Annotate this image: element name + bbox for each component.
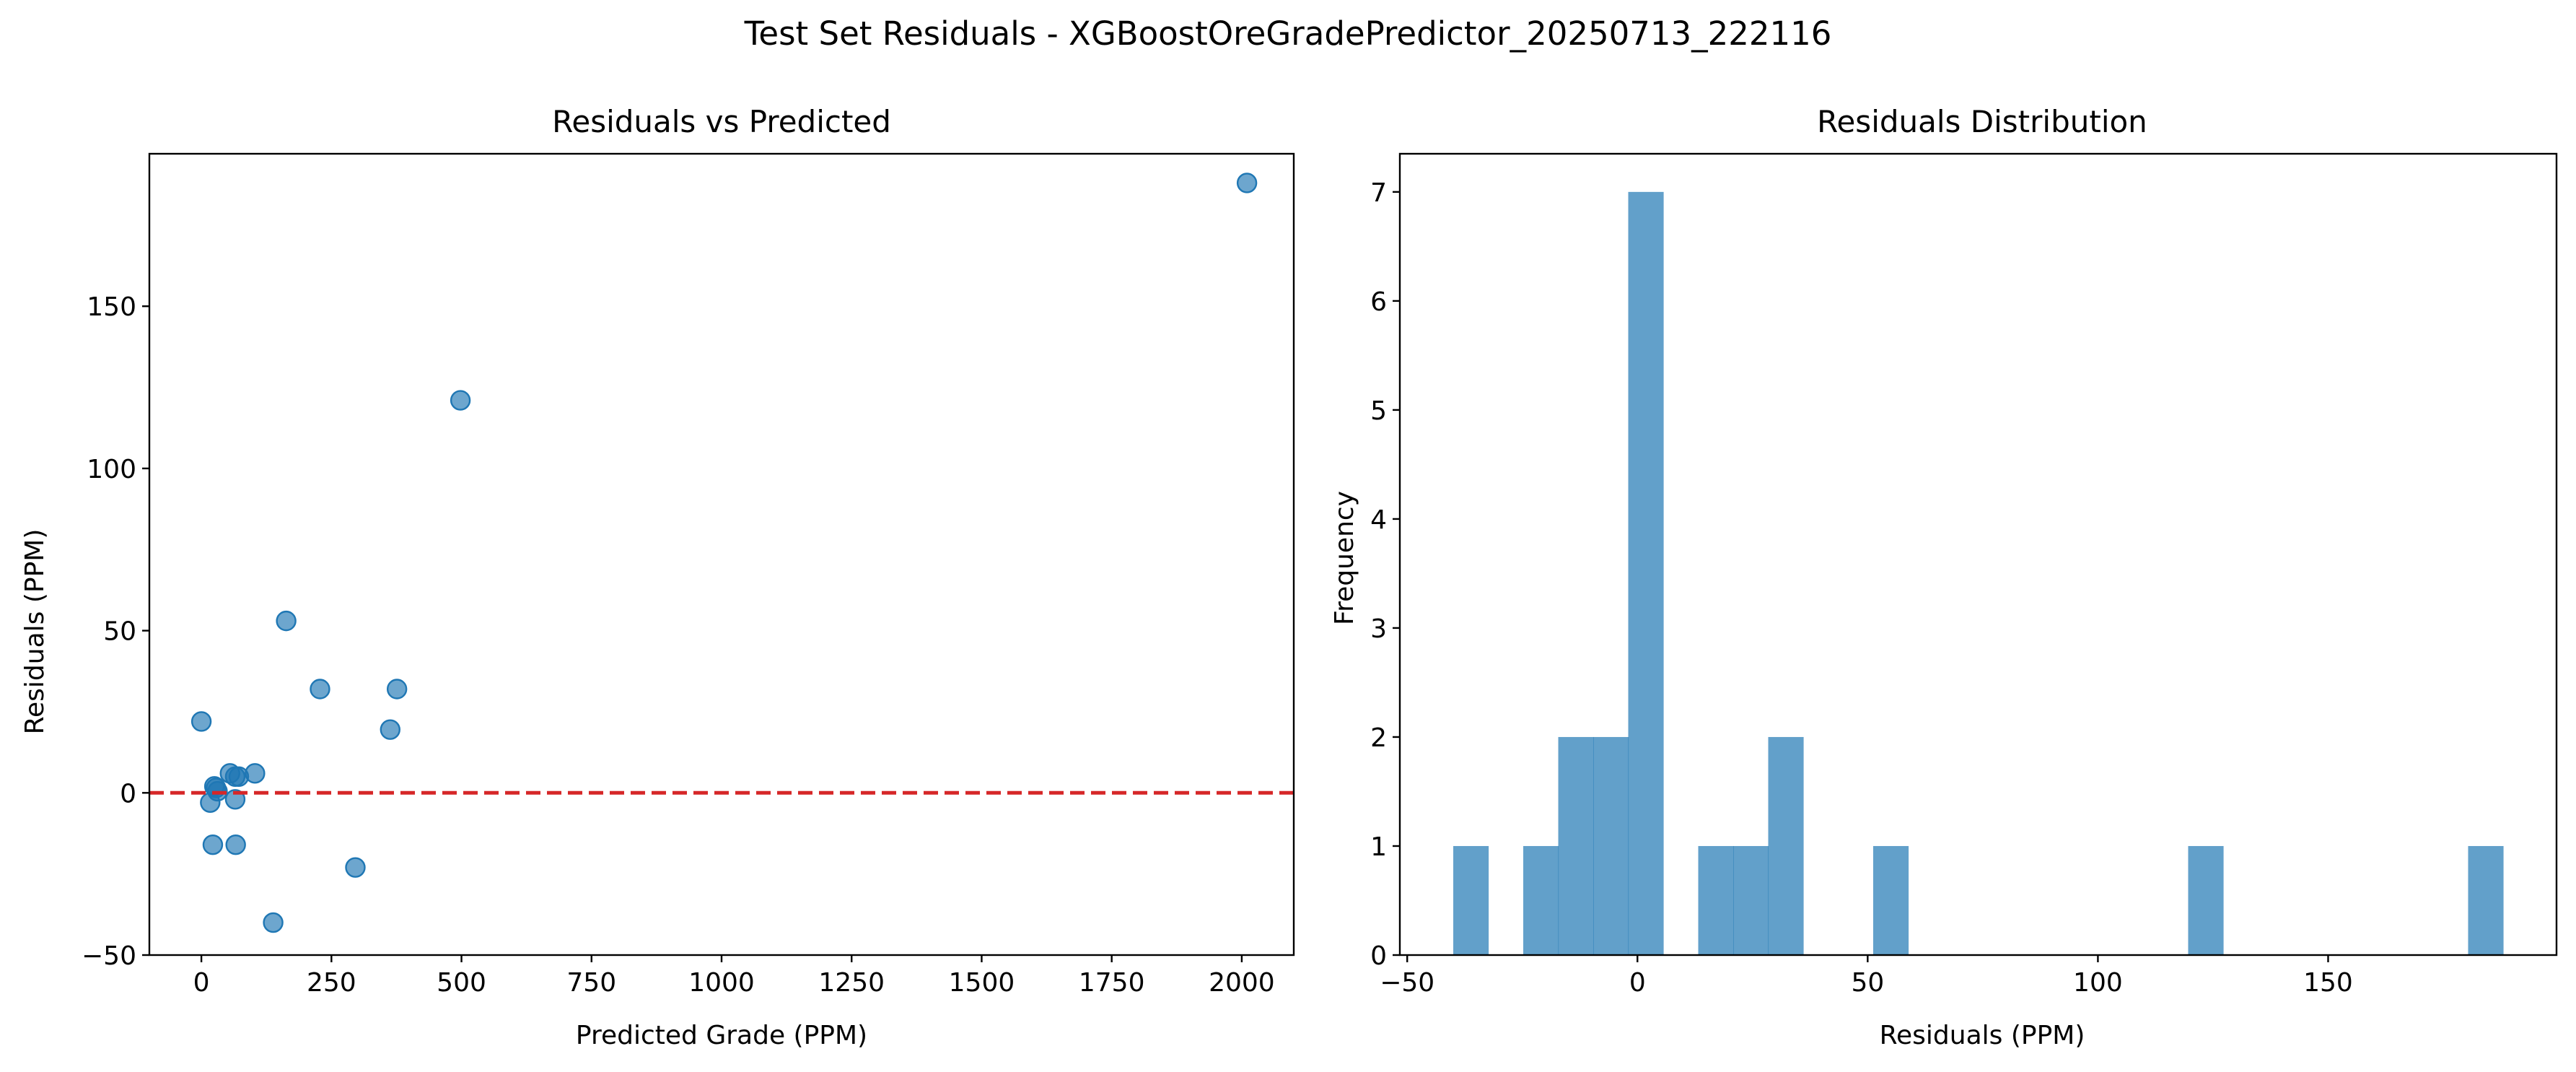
scatter-point — [1236, 173, 1258, 193]
histogram-bar — [1453, 845, 1489, 955]
scatter-point — [380, 719, 400, 740]
scatter-ylabel: Residuals (PPM) — [20, 529, 50, 735]
scatter-point — [450, 390, 471, 411]
scatter-point — [276, 610, 297, 632]
figure-suptitle: Test Set Residuals - XGBoostOreGradePred… — [744, 14, 1832, 53]
histogram-bar — [1593, 736, 1629, 955]
histogram-y-tick-label: 4 — [1370, 505, 1387, 535]
scatter-point — [310, 679, 330, 700]
scatter-marks — [149, 173, 1294, 933]
scatter-point — [386, 679, 408, 700]
histogram-title: Residuals Distribution — [1817, 104, 2147, 139]
scatter-y-tick-label: 100 — [87, 455, 136, 484]
histogram-y-tick-label: 0 — [1370, 941, 1387, 971]
histogram-bar — [1628, 191, 1664, 955]
scatter-point — [224, 766, 246, 788]
histogram-y-tick-label: 5 — [1370, 396, 1387, 426]
scatter-y-tick-label: −50 — [82, 941, 136, 971]
histogram-bar — [1558, 736, 1594, 955]
scatter-point — [225, 834, 246, 855]
histogram-panel: Residuals Distribution −50 0 50 100 15001234… — [1330, 104, 2558, 1050]
scatter-x-tick-label: 2000 — [1209, 968, 1275, 998]
scatter-panel: Residuals vs Predicted 0 250 500 750 1000 125… — [20, 104, 1295, 1050]
histogram-y-tick-label: 6 — [1370, 287, 1387, 317]
histogram-y-tick-label: 3 — [1370, 614, 1387, 644]
histogram-xlabel: Residuals (PPM) — [1880, 1021, 2085, 1050]
histogram-bar — [2188, 845, 2224, 955]
histogram-bar — [2468, 845, 2504, 955]
histogram-bar — [1768, 736, 1804, 955]
scatter-title: Residuals vs Predicted — [552, 104, 891, 139]
scatter-x-tick-label: 1750 — [1079, 968, 1145, 998]
scatter-x-tick-label: 250 — [307, 968, 356, 998]
histogram-frame — [1398, 152, 2558, 956]
scatter-xlabel: Predicted Grade (PPM) — [576, 1021, 867, 1050]
scatter-point — [263, 912, 284, 933]
histogram-bar — [1523, 845, 1559, 955]
scatter-x-tick-label: 1250 — [818, 968, 885, 998]
histogram-bar — [1698, 845, 1734, 955]
scatter-point — [190, 711, 212, 732]
scatter-y-tick-label: 150 — [87, 292, 136, 322]
histogram-ylabel: Frequency — [1330, 491, 1359, 625]
histogram-y-tick-label: 7 — [1370, 178, 1387, 208]
scatter-point — [345, 857, 366, 878]
histogram-x-tick-label: 150 — [2303, 968, 2353, 998]
scatter-point — [200, 792, 221, 813]
scatter-y-tick-label: 50 — [103, 617, 136, 647]
scatter-x-tick-label: 1500 — [949, 968, 1015, 998]
histogram-marks — [1453, 191, 2504, 955]
histogram-x-tick-label: −50 — [1380, 968, 1434, 998]
scatter-x-tick-label: 0 — [193, 968, 210, 998]
scatter-x-tick-label: 750 — [566, 968, 616, 998]
histogram-bar — [1873, 845, 1909, 955]
scatter-x-tick-label: 1000 — [688, 968, 755, 998]
histogram-y-tick-label: 1 — [1370, 832, 1387, 862]
histogram-y-tick-label: 2 — [1370, 723, 1387, 753]
histogram-x-tick-label: 0 — [1629, 968, 1646, 998]
histogram-x-tick-label: 50 — [1851, 968, 1884, 998]
scatter-point — [202, 834, 224, 855]
scatter-axes: 0 250 500 750 1000 1250 1500 1750 2000 −50 0 50 100 1… — [82, 152, 1295, 998]
scatter-y-tick-label: 0 — [120, 779, 136, 809]
histogram-bar — [1733, 845, 1769, 955]
scatter-x-tick-label: 500 — [437, 968, 486, 998]
scatter-frame — [148, 152, 1295, 956]
histogram-x-tick-label: 100 — [2073, 968, 2123, 998]
